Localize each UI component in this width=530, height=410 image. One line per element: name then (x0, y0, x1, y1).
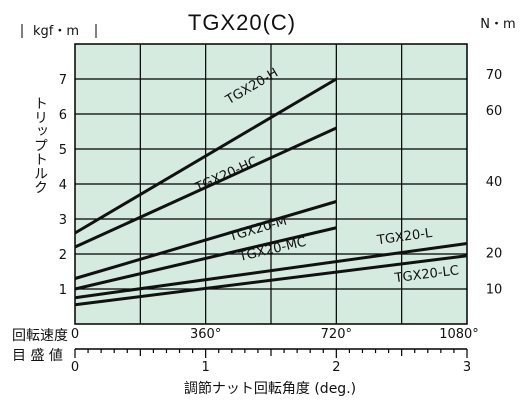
y-right-tick: 10 (486, 282, 503, 297)
x-bottom-tick: 2 (332, 360, 340, 375)
y-left-tick: 7 (59, 73, 67, 88)
x-bottom-tick: 0 (71, 360, 79, 375)
y-left-tick: 4 (59, 178, 67, 193)
x-bottom-tick: 3 (463, 360, 471, 375)
y-left-unit: kgf・m (33, 24, 79, 39)
y-right-tick: 70 (486, 68, 503, 83)
series-line-tgx20-m (74, 200, 337, 280)
x-bottom-tick: 1 (202, 360, 210, 375)
x-bottom-row-label: 目 盛 値 (12, 348, 63, 364)
y-left-tick: 2 (59, 248, 67, 263)
series-line-tgx20-hc (74, 126, 337, 249)
y-right-tick: 20 (486, 247, 503, 262)
y-left-tick: 5 (59, 143, 67, 158)
y-left-tick: 1 (59, 283, 67, 298)
chart-title: TGX20(C) (188, 10, 296, 35)
series-line-tgx20-h (74, 77, 338, 235)
rotation-scale-axis: 0 1 2 3 (71, 348, 471, 375)
x-top-row-label: 回転速度 (12, 328, 68, 344)
y-left-tick: 6 (59, 108, 67, 123)
plot-frame (74, 43, 468, 325)
y-right-unit: N・m (480, 17, 515, 32)
y-left-tick: 3 (59, 213, 67, 228)
series-line-tgx20-l (74, 242, 468, 300)
x-top-tick: 1080° (439, 327, 479, 342)
x-top-tick: 720° (321, 327, 352, 342)
tick-labels: 1 2 3 4 5 6 7 10 20 40 60 70 0 360° 720° 1080° (59, 68, 503, 342)
x-top-tick: 0 (71, 327, 79, 342)
x-axis-title: 調節ナット回転角度 (deg.) (184, 380, 356, 397)
grid-lines (75, 44, 467, 324)
y-right-tick: 40 (486, 175, 503, 190)
y-axis-title: トリップトルク (32, 96, 48, 194)
x-top-tick: 360° (190, 327, 221, 342)
y-right-tick: 60 (486, 104, 503, 119)
series-line-tgx20-mc (74, 226, 337, 291)
series-line-tgx20-lc (74, 254, 468, 307)
